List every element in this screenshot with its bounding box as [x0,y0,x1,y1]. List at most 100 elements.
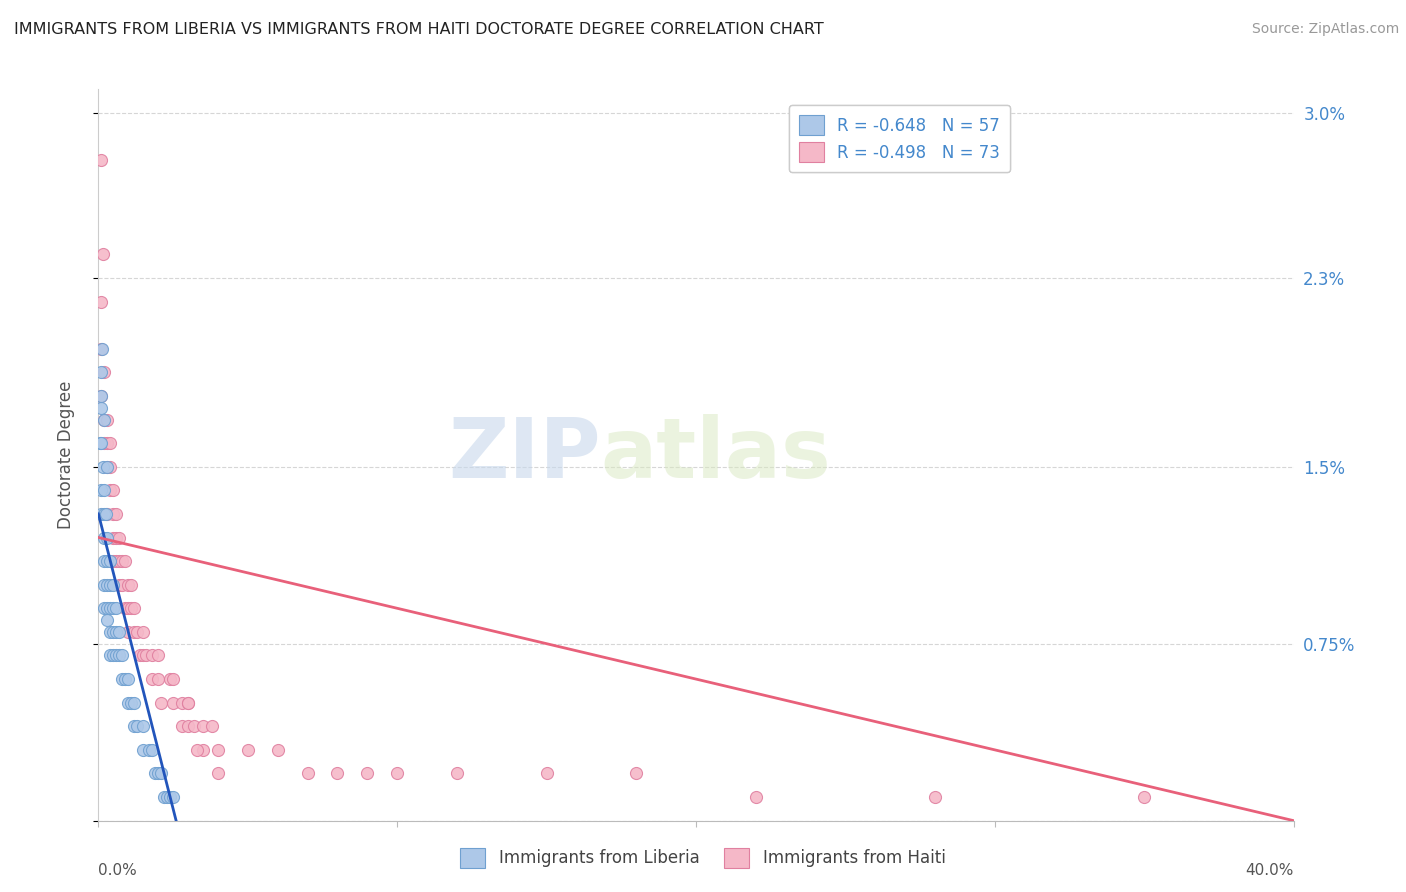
Point [162,696,184,710]
Point [114,554,136,568]
Point [186,743,208,757]
Point [91,342,114,356]
Point [100,601,122,615]
Point [90,294,112,309]
Point [108,577,131,591]
Point [93,412,115,426]
Point [132,624,155,639]
Point [100,459,122,474]
Point [100,648,122,663]
Text: atlas: atlas [600,415,831,495]
Point [93,531,115,545]
Point [89,436,111,450]
Point [90,401,112,415]
Point [183,719,205,733]
Text: IMMIGRANTS FROM LIBERIA VS IMMIGRANTS FROM HAITI DOCTORATE DEGREE CORRELATION CH: IMMIGRANTS FROM LIBERIA VS IMMIGRANTS FR… [14,22,824,37]
Point [103,624,125,639]
Point [191,743,214,757]
Point [162,672,184,686]
Point [117,624,139,639]
Point [90,436,112,450]
Point [132,719,155,733]
Point [385,766,409,780]
Point [111,648,134,663]
Point [105,624,128,639]
Point [103,483,125,498]
Point [162,790,184,805]
Point [177,719,200,733]
Legend: R = -0.648   N = 57, R = -0.498   N = 73: R = -0.648 N = 57, R = -0.498 N = 73 [789,105,1011,172]
Legend: Immigrants from Liberia, Immigrants from Haiti: Immigrants from Liberia, Immigrants from… [454,841,952,875]
Point [156,790,179,805]
Point [1133,790,1156,805]
Point [117,601,139,615]
Point [127,719,149,733]
Point [356,766,378,780]
Point [100,554,122,568]
Point [105,601,128,615]
Point [124,601,146,615]
Point [96,554,118,568]
Point [108,648,131,663]
Point [93,577,115,591]
Point [120,696,142,710]
Point [141,672,163,686]
Point [100,483,122,498]
Point [93,554,115,568]
Point [90,365,112,379]
Point [111,577,134,591]
Point [446,766,468,780]
Point [94,507,117,521]
Point [90,389,112,403]
Point [93,365,115,379]
Point [150,766,173,780]
Point [124,624,146,639]
Point [117,577,139,591]
Point [96,412,118,426]
Point [105,531,128,545]
Point [114,601,136,615]
Point [135,648,157,663]
Point [191,719,214,733]
Point [105,554,128,568]
Point [207,766,229,780]
Point [93,483,115,498]
Point [326,766,349,780]
Point [108,624,131,639]
Point [536,766,558,780]
Point [103,531,125,545]
Point [103,601,125,615]
Point [111,672,134,686]
Point [96,459,118,474]
Point [124,719,146,733]
Point [148,648,170,663]
Point [96,531,118,545]
Point [93,436,115,450]
Point [236,743,259,757]
Text: 0.0%: 0.0% [98,863,138,878]
Point [90,389,112,403]
Point [148,672,170,686]
Point [96,601,118,615]
Point [159,790,181,805]
Point [141,648,163,663]
Y-axis label: Doctorate Degree: Doctorate Degree [56,381,75,529]
Point [148,766,170,780]
Text: Source: ZipAtlas.com: Source: ZipAtlas.com [1251,22,1399,37]
Point [267,743,290,757]
Point [100,577,122,591]
Point [172,696,194,710]
Point [96,436,118,450]
Text: ZIP: ZIP [449,415,600,495]
Point [117,696,139,710]
Point [127,624,149,639]
Point [207,743,229,757]
Point [745,790,768,805]
Point [90,342,112,356]
Point [103,577,125,591]
Point [100,624,122,639]
Point [108,554,131,568]
Point [91,247,114,261]
Point [124,696,146,710]
Point [90,507,112,521]
